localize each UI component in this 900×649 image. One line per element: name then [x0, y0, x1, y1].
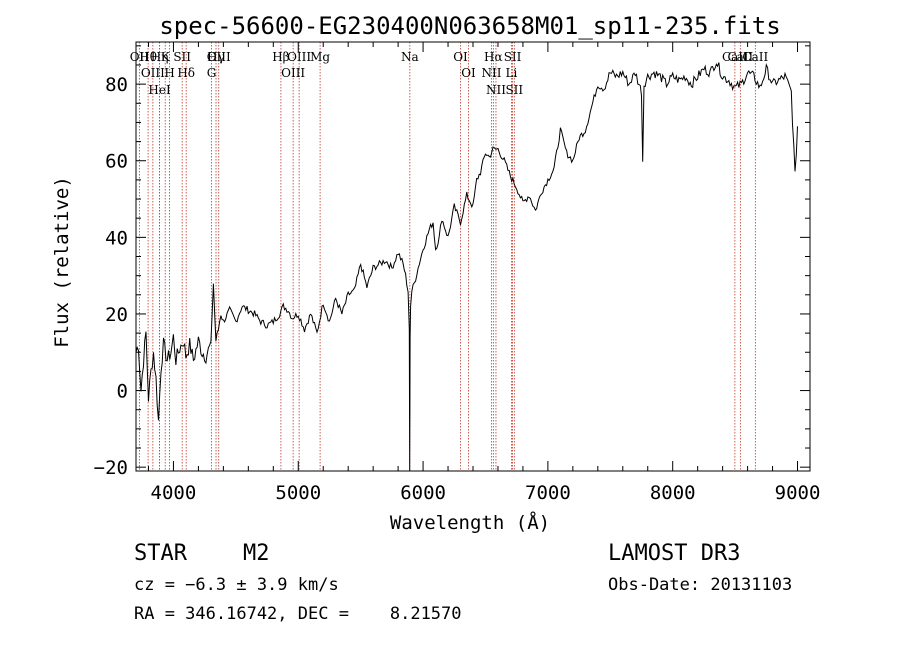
marker-label-5: Hη [151, 50, 169, 64]
obs-date: Obs-Date: 20131103 [608, 575, 792, 595]
marker-label-8: Hδ [177, 66, 195, 80]
object-subclass: M2 [243, 541, 270, 566]
survey-name: LAMOST DR3 [608, 541, 740, 566]
marker-label-10: Hγ [207, 50, 225, 64]
redshift-cz: cz = −6.3 ± 3.9 km/s [134, 575, 339, 595]
x-tick-label-4: 8000 [650, 482, 696, 504]
marker-label-4: HeI [148, 83, 171, 97]
marker-label-1: OII [130, 50, 150, 64]
line-markers [138, 42, 756, 471]
marker-label-27: CaII [742, 50, 768, 64]
chart-title: spec-56600-EG230400N063658M01_sp11-235.f… [159, 12, 780, 40]
ra-dec-coordinates: RA = 346.16742, DEC = 8.21570 [134, 604, 462, 624]
y-tick-label-2: 20 [105, 304, 128, 326]
y-tick-label-0: −20 [94, 457, 128, 479]
marker-label-19: Hα [484, 50, 503, 64]
marker-label-25: CaII [727, 50, 753, 64]
y-tick-label-5: 80 [105, 74, 128, 96]
y-axis-ticks: −20 0 20 40 60 80 [94, 45, 810, 479]
y-tick-label-1: 0 [117, 381, 128, 403]
marker-label-26: CaII [722, 50, 748, 64]
marker-label-13: OIII [287, 50, 311, 64]
plot-frame [135, 41, 811, 472]
marker-label-16: Na [401, 50, 419, 64]
marker-label-7: SII [173, 50, 191, 64]
y-tick-label-3: 40 [105, 227, 128, 249]
marker-label-14: OIII [281, 66, 305, 80]
marker-label-11: G [207, 66, 217, 80]
x-tick-label-3: 7000 [525, 482, 571, 504]
spectrum-series-line [135, 62, 798, 472]
x-tick-label-1: 5000 [275, 482, 321, 504]
marker-label-6: H [164, 66, 174, 80]
x-tick-label-0: 4000 [151, 482, 197, 504]
object-class: STAR [134, 541, 188, 566]
marker-label-21: NII [486, 83, 506, 97]
marker-label-2: OIII [141, 66, 165, 80]
marker-label-12: Hβ [272, 50, 289, 64]
marker-label-15: Mg [310, 50, 330, 64]
marker-label-18: OI [461, 66, 476, 80]
marker-label-24: SII [505, 83, 523, 97]
marker-label-20: NII [481, 66, 501, 80]
marker-label-3: K [161, 50, 171, 64]
marker-label-17: OI [453, 50, 468, 64]
y-tick-label-4: 60 [105, 151, 128, 173]
marker-label-0: Hθ [139, 50, 157, 64]
line-marker-labels: HθOIIOIIIKHeIHηHSIIHδOIIIHγGHβOIIIOIIIMg… [130, 50, 769, 97]
marker-label-23: Li [506, 66, 518, 80]
x-axis-label: Wavelength (Å) [390, 511, 550, 534]
x-axis-ticks: 4000 5000 6000 7000 8000 9000 [147, 42, 821, 504]
marker-label-22: SII [504, 50, 522, 64]
x-tick-label-2: 6000 [400, 482, 446, 504]
marker-label-9: OIII [207, 50, 231, 64]
x-tick-label-5: 9000 [775, 482, 821, 504]
y-axis-label: Flux (relative) [51, 176, 73, 348]
